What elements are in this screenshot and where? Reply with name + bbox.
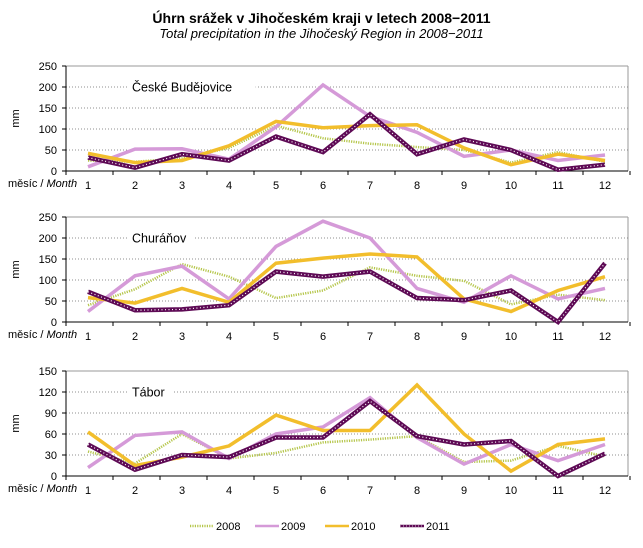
x-tick-label: 2 — [132, 485, 138, 497]
x-tick-label: 10 — [505, 331, 517, 343]
x-tick-label: 7 — [367, 180, 373, 192]
y-axis-label: mm — [10, 260, 22, 278]
y-axis-label: mm — [10, 414, 22, 432]
series-line-pattern-2011 — [87, 400, 606, 477]
legend: 2008 2009 2010 2011 — [190, 521, 450, 533]
x-tick-label: 7 — [367, 485, 373, 497]
series-line-pattern-2011 — [87, 113, 606, 171]
x-tick-label: 11 — [552, 331, 563, 343]
y-axis-label: mm — [10, 109, 22, 127]
y-tick-label: 150 — [39, 254, 57, 266]
legend-label-2010: 2010 — [351, 521, 375, 533]
x-tick-label: 4 — [226, 485, 232, 497]
y-tick-label: 30 — [45, 450, 57, 462]
x-tick-label: 3 — [179, 180, 185, 192]
x-tick-label: 4 — [226, 331, 232, 343]
x-tick-label: 8 — [414, 180, 420, 192]
x-tick-label: 12 — [599, 180, 611, 192]
x-tick-label: 9 — [461, 331, 467, 343]
station-title: Tábor — [132, 386, 165, 400]
x-axis-label: měsíc / Month — [8, 483, 77, 495]
station-title-bg — [128, 384, 172, 401]
x-tick-label: 1 — [85, 331, 91, 343]
y-tick-label: 50 — [45, 296, 57, 308]
y-tick-label: 200 — [39, 82, 57, 94]
x-tick-label: 12 — [599, 485, 611, 497]
x-tick-label: 3 — [179, 485, 185, 497]
station-title: České Budějovice — [132, 80, 232, 95]
y-tick-label: 150 — [39, 103, 57, 115]
x-tick-label: 11 — [552, 485, 563, 497]
x-tick-label: 12 — [599, 331, 611, 343]
legend-label-2009: 2009 — [281, 521, 305, 533]
x-tick-label: 8 — [414, 485, 420, 497]
legend-label-2011: 2011 — [426, 521, 450, 533]
series-line-2008 — [87, 124, 606, 164]
x-axis-label: měsíc / Month — [8, 329, 77, 341]
x-tick-label: 7 — [367, 331, 373, 343]
series-line-2008 — [87, 432, 606, 465]
x-tick-label: 9 — [461, 180, 467, 192]
y-tick-label: 200 — [39, 233, 57, 245]
series-line-2009 — [86, 219, 606, 313]
y-tick-label: 0 — [51, 166, 57, 178]
x-tick-label: 4 — [226, 180, 232, 192]
station-title: Churáňov — [132, 232, 187, 246]
chart-subtitle: Total precipitation in the Jihočeský Reg… — [159, 26, 484, 41]
series-line-2009 — [87, 395, 606, 470]
x-tick-label: 1 — [85, 485, 91, 497]
y-tick-label: 90 — [45, 408, 57, 420]
legend-label-2008: 2008 — [216, 521, 240, 533]
series-line-2010 — [87, 119, 606, 167]
x-tick-label: 6 — [320, 485, 326, 497]
y-tick-label: 250 — [39, 61, 57, 73]
x-tick-label: 10 — [505, 485, 517, 497]
x-tick-label: 1 — [85, 180, 91, 192]
y-tick-label: 0 — [51, 317, 57, 329]
series-line-2010 — [87, 252, 606, 314]
x-tick-label: 8 — [414, 331, 420, 343]
x-tick-label: 11 — [552, 180, 563, 192]
chart-title: Úhrn srážek v Jihočeském kraji v letech … — [152, 10, 491, 26]
x-tick-label: 3 — [179, 331, 185, 343]
station-title-bg — [128, 79, 256, 96]
y-tick-label: 250 — [39, 212, 57, 224]
x-tick-label: 5 — [273, 331, 279, 343]
series-line-pattern-2011 — [87, 262, 606, 323]
y-tick-label: 50 — [45, 145, 57, 157]
x-tick-label: 5 — [273, 485, 279, 497]
x-tick-label: 10 — [505, 180, 517, 192]
y-tick-label: 0 — [51, 471, 57, 483]
y-tick-label: 150 — [39, 366, 57, 378]
y-tick-label: 100 — [39, 124, 57, 136]
x-axis-label: měsíc / Month — [8, 178, 77, 190]
x-tick-label: 2 — [132, 331, 138, 343]
x-tick-label: 9 — [461, 485, 467, 497]
x-tick-label: 6 — [320, 180, 326, 192]
y-tick-label: 120 — [39, 387, 57, 399]
y-tick-label: 60 — [45, 429, 57, 441]
x-tick-label: 6 — [320, 331, 326, 343]
y-tick-label: 100 — [39, 275, 57, 287]
x-tick-label: 5 — [273, 180, 279, 192]
x-tick-label: 2 — [132, 180, 138, 192]
station-title-bg — [128, 230, 195, 247]
